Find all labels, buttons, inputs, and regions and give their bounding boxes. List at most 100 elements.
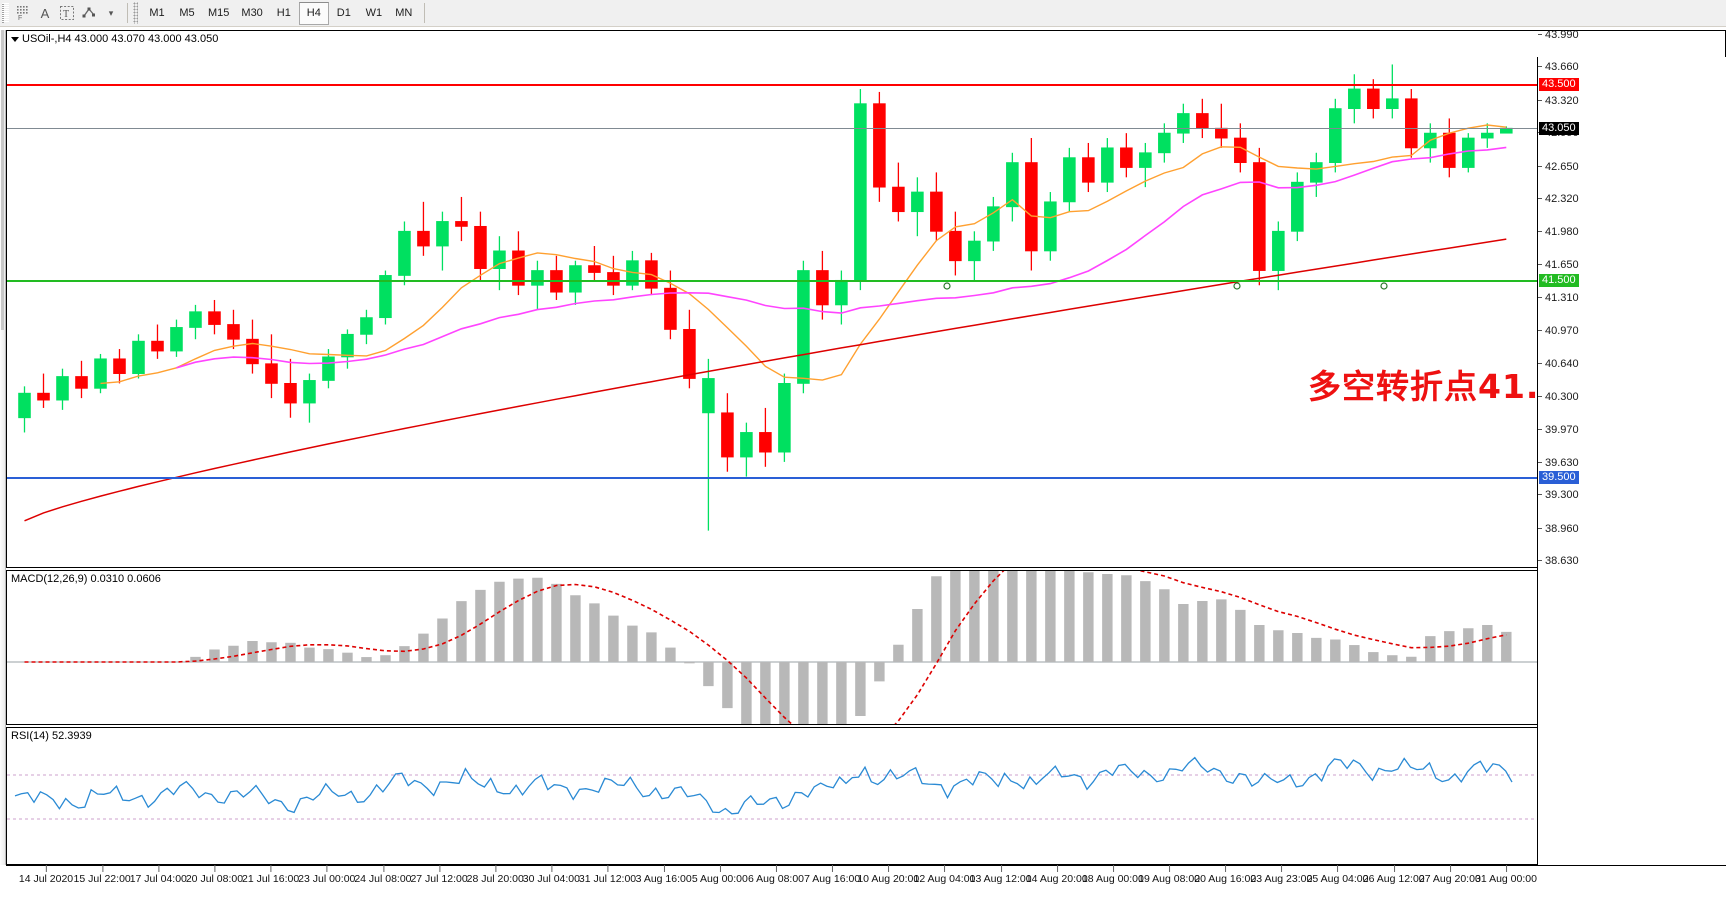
rsi-pane[interactable]: RSI(14) 52.3939 1007030 <box>6 727 1726 865</box>
time-tick: 31 Jul 12:00 <box>579 865 636 885</box>
time-tick: 21 Jul 16:00 <box>242 865 300 885</box>
time-tick-mark <box>1112 865 1114 872</box>
time-tick: 14 Jul 2020 <box>18 865 74 885</box>
resistance-line[interactable] <box>7 84 1725 87</box>
pivot-line[interactable] <box>7 280 1725 283</box>
chart-root: USOil-,H4 43.000 43.070 43.000 43.050 MA… <box>0 27 1726 899</box>
current-price-line[interactable] <box>7 128 1725 130</box>
toolbar-divider-1 <box>127 3 128 23</box>
time-tick: 19 Aug 08:00 <box>1138 865 1200 885</box>
time-tick-mark <box>214 865 216 872</box>
price-tick: 40.640 <box>1538 358 1579 369</box>
price-tick: 38.630 <box>1538 556 1579 567</box>
svg-text:T: T <box>63 9 69 20</box>
time-tick-mark <box>102 865 104 872</box>
time-tick: 18 Aug 00:00 <box>1081 865 1144 885</box>
time-tick: 13 Aug 12:00 <box>970 865 1032 885</box>
current-price-badge[interactable]: 43.050 <box>1539 122 1579 136</box>
time-tick-label: 18 Aug 00:00 <box>1081 873 1144 885</box>
time-tick-mark <box>1506 865 1507 872</box>
timeframe-m30-button[interactable]: M30 <box>241 7 263 19</box>
toolbar: F A T ▾ M1 M5 M15 M30 H1 H4 D1 W1 MN <box>0 0 1726 27</box>
time-tick-label: 15 Jul 22:00 <box>73 873 131 885</box>
time-tick-label: 7 Aug 16:00 <box>804 873 861 885</box>
time-tick-label: 14 Jul 2020 <box>18 873 74 885</box>
price-tick: 41.310 <box>1538 293 1579 304</box>
timeframe-h1-button[interactable]: H1 <box>276 7 291 19</box>
time-tick: 7 Aug 16:00 <box>804 865 861 885</box>
time-tick-mark <box>1393 865 1395 872</box>
price-tick: 41.650 <box>1538 259 1579 270</box>
time-tick-label: 28 Jul 20:00 <box>466 873 524 885</box>
time-tick: 24 Jul 08:00 <box>354 865 412 885</box>
time-tick-mark <box>158 865 160 872</box>
time-tick-mark <box>439 865 441 872</box>
time-tick-label: 14 Aug 20:00 <box>1025 873 1088 885</box>
time-tick-mark <box>663 865 665 872</box>
time-tick-mark <box>1281 865 1283 872</box>
timeframe-grip-handle[interactable] <box>133 2 138 24</box>
time-tick: 23 Aug 23:00 <box>1250 865 1312 885</box>
timeframe-m1-button[interactable]: M1 <box>149 7 165 19</box>
timeframe-h4-button[interactable]: H4 <box>298 1 329 25</box>
price-pane-label-text: USOil-,H4 43.000 43.070 43.000 43.050 <box>22 33 219 45</box>
price-pane[interactable]: USOil-,H4 43.000 43.070 43.000 43.050 <box>6 30 1726 568</box>
time-tick-label: 20 Jul 08:00 <box>185 873 244 885</box>
macd-pane[interactable]: MACD(12,26,9) 0.0310 0.0606 0.52570.00-0… <box>6 570 1726 725</box>
pivot-level-badge[interactable]: 41.500 <box>1539 274 1579 288</box>
time-tick-label: 26 Aug 12:00 <box>1362 873 1425 885</box>
crosshair-icon[interactable]: F <box>12 2 34 24</box>
time-tick-label: 23 Jul 00:00 <box>298 873 356 885</box>
timeframe-w1-button[interactable]: W1 <box>365 7 383 19</box>
time-tick-label: 5 Aug 00:00 <box>691 873 748 885</box>
vertical-scrollbar[interactable] <box>0 30 6 865</box>
timeframe-mn-button[interactable]: MN <box>395 7 413 19</box>
chevron-down-glyph: ▾ <box>108 7 114 18</box>
time-tick-label: 27 Jul 12:00 <box>410 873 468 885</box>
chevron-down-icon[interactable]: ▾ <box>100 2 122 24</box>
macd-pane-label-text: MACD(12,26,9) 0.0310 0.0606 <box>11 573 161 585</box>
price-pane-label: USOil-,H4 43.000 43.070 43.000 43.050 <box>11 33 218 45</box>
time-tick-label: 30 Jul 04:00 <box>522 873 580 885</box>
time-axis-tail <box>1537 865 1726 899</box>
resistance-level-badge[interactable]: 43.500 <box>1539 78 1579 92</box>
time-tick-label: 20 Aug 16:00 <box>1194 873 1257 885</box>
time-tick-label: 27 Aug 20:00 <box>1418 873 1481 885</box>
time-tick-label: 21 Jul 16:00 <box>242 873 300 885</box>
time-tick-mark <box>495 865 497 872</box>
time-tick-label: 12 Aug 04:00 <box>913 873 976 885</box>
price-tick: 39.300 <box>1538 490 1579 501</box>
chart-annotation: 多空转折点41.5 <box>1308 367 1564 406</box>
time-tick-label: 24 Jul 08:00 <box>354 873 412 885</box>
collapse-caret-icon[interactable] <box>11 36 19 42</box>
price-axis[interactable]: 43.99043.66043.32042.99042.65042.32041.9… <box>1537 30 1726 865</box>
price-tick: 39.970 <box>1538 424 1579 435</box>
timeframe-group: M1 M5 M15 M30 H1 H4 D1 W1 MN <box>142 1 419 25</box>
time-tick-mark <box>1000 865 1002 872</box>
time-tick: 12 Aug 04:00 <box>913 865 976 885</box>
time-tick: 27 Jul 12:00 <box>410 865 468 885</box>
objects-icon[interactable] <box>78 2 100 24</box>
time-tick-label: 17 Jul 04:00 <box>129 873 187 885</box>
support-level-badge[interactable]: 39.500 <box>1539 470 1579 484</box>
time-tick: 27 Aug 20:00 <box>1418 865 1481 885</box>
toolbar-grip-handle[interactable] <box>2 3 9 23</box>
price-tick: 43.660 <box>1538 62 1579 73</box>
time-axis[interactable]: 14 Jul 2020 15 Jul 22:00 17 Jul 04:00 20 Ju… <box>6 865 1537 899</box>
time-tick-label: 25 Aug 04:00 <box>1306 873 1369 885</box>
timeframe-m15-button[interactable]: M15 <box>208 7 230 19</box>
text-label-icon[interactable]: T <box>56 2 78 24</box>
timeframe-m5-button[interactable]: M5 <box>179 7 195 19</box>
support-line[interactable] <box>7 476 1725 479</box>
text-a-icon[interactable]: A <box>34 2 56 24</box>
time-tick-mark <box>944 865 946 872</box>
timeframe-d1-button[interactable]: D1 <box>336 7 351 19</box>
toolbar-divider-2 <box>423 3 425 23</box>
time-tick-mark <box>382 865 384 872</box>
time-tick: 20 Aug 16:00 <box>1194 865 1257 885</box>
macd-series <box>7 571 1537 724</box>
time-tick-mark <box>1056 865 1058 872</box>
time-tick-mark <box>1449 865 1451 872</box>
time-tick: 31 Aug 00:00 <box>1475 865 1537 885</box>
price-tick: 42.320 <box>1538 193 1579 204</box>
